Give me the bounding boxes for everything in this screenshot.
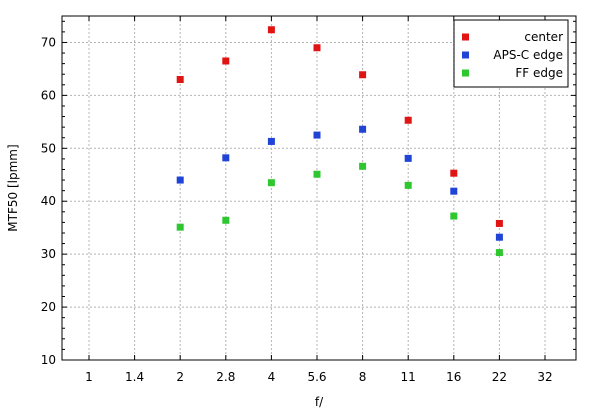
point-center [267,26,275,34]
point-aps-c-edge [222,154,230,162]
plot-frame [61,15,577,361]
legend-label-aps-c-edge: APS-C edge [493,48,563,62]
x-tick-label: 1.4 [125,370,144,384]
x-tick-label: 1 [85,370,93,384]
legend-marker-aps-c-edge [462,51,469,59]
x-tick-label: 32 [537,370,552,384]
point-ff-edge [359,162,367,170]
point-center [404,116,412,124]
point-center [313,44,321,52]
point-center [495,219,503,227]
y-tick-label: 50 [41,141,56,155]
legend-box [453,19,569,88]
point-aps-c-edge [495,233,503,241]
point-ff-edge [404,181,412,189]
x-tick-label: 4 [268,370,276,384]
y-tick-label: 60 [41,88,56,102]
point-aps-c-edge [176,176,184,184]
legend-label-center: center [524,30,563,44]
x-tick-label: 2.8 [216,370,235,384]
legend-marker-ff-edge [462,69,469,77]
x-tick-label: 5.6 [307,370,326,384]
point-center [176,76,184,84]
x-tick-label: 22 [492,370,507,384]
x-tick-label: 11 [401,370,416,384]
x-tick-label: 2 [176,370,184,384]
point-ff-edge [222,216,230,224]
axis-ticks [62,16,576,361]
x-tick-labels: 1 1.4 2 2.8 4 5.6 8 11 16 22 32 [85,370,552,384]
point-center [359,71,367,79]
point-ff-edge [176,223,184,231]
y-tick-label: 10 [41,353,56,367]
x-axis-title: f/ [315,395,324,409]
point-center [222,57,230,65]
point-ff-edge [267,179,275,187]
y-tick-label: 30 [41,247,56,261]
legend-items: center APS-C edge FF edge [462,30,563,80]
legend-marker-center [462,33,469,41]
point-aps-c-edge [404,154,412,162]
point-aps-c-edge [450,187,458,195]
y-tick-labels: 10 20 30 40 50 60 70 [41,35,56,367]
point-aps-c-edge [267,137,275,145]
point-center [450,169,458,177]
point-ff-edge [450,212,458,220]
point-aps-c-edge [359,125,367,133]
y-tick-label: 40 [41,194,56,208]
y-tick-label: 20 [41,300,56,314]
legend: center APS-C edge FF edge [453,19,569,88]
x-tick-label: 8 [359,370,367,384]
data-points [176,26,503,257]
point-ff-edge [495,249,503,257]
point-ff-edge [313,170,321,178]
legend-label-ff-edge: FF edge [515,66,563,80]
y-tick-label: 70 [41,35,56,49]
y-axis-title: MTF50 [lpmm] [6,144,20,231]
x-tick-label: 16 [446,370,461,384]
point-aps-c-edge [313,131,321,139]
